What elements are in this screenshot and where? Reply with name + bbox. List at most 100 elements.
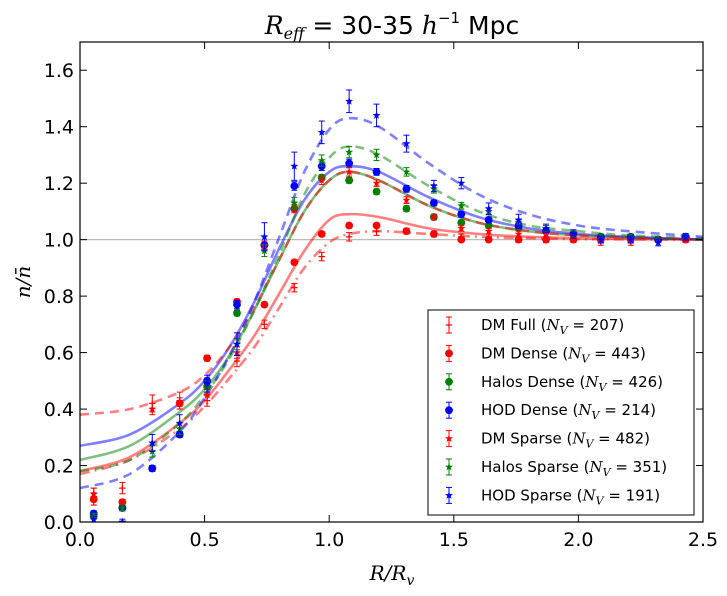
data-point xyxy=(345,147,354,156)
x-axis-label: R/Rv xyxy=(369,561,415,589)
data-point xyxy=(261,321,268,328)
data-point xyxy=(429,181,438,190)
x-tick-label: 2.5 xyxy=(688,529,718,551)
series-star xyxy=(89,89,690,522)
y-tick-label: 1.0 xyxy=(44,230,74,252)
data-point xyxy=(290,258,299,267)
data-point xyxy=(175,399,184,407)
y-tick-label: 0.2 xyxy=(44,456,74,478)
data-point xyxy=(372,150,381,159)
x-tick-label: 1.0 xyxy=(314,529,344,551)
data-point xyxy=(233,300,241,309)
data-points xyxy=(89,89,690,522)
data-point xyxy=(457,210,466,219)
legend-marker xyxy=(445,491,453,499)
data-point xyxy=(203,354,211,363)
chart-title: Reff = 30-35 h−1 Mpc xyxy=(264,9,519,43)
data-point xyxy=(317,128,326,136)
data-point xyxy=(429,212,438,221)
data-point xyxy=(203,390,212,399)
data-point xyxy=(175,419,184,427)
data-point xyxy=(119,484,126,492)
data-point xyxy=(345,233,353,241)
data-point xyxy=(233,339,241,348)
data-point xyxy=(203,379,212,387)
y-tick-label: 0.0 xyxy=(44,512,74,534)
data-point xyxy=(596,235,605,243)
data-point xyxy=(118,517,127,522)
legend-label: DM Sparse (NV = 482) xyxy=(481,430,650,451)
x-tick-label: 0.0 xyxy=(65,529,95,551)
legend-marker xyxy=(445,434,453,442)
legend-label: Halos Dense (NV = 426) xyxy=(481,373,663,394)
legend-label: Halos Sparse (NV = 351) xyxy=(481,458,667,479)
data-point xyxy=(681,232,690,241)
data-point xyxy=(372,111,381,119)
data-point xyxy=(402,167,411,176)
data-point xyxy=(484,204,493,212)
data-point xyxy=(514,229,523,238)
data-point xyxy=(318,253,325,260)
data-point xyxy=(148,438,157,447)
data-point xyxy=(372,187,381,196)
data-point xyxy=(260,300,269,309)
data-point xyxy=(402,204,411,213)
data-point xyxy=(626,235,635,243)
data-point xyxy=(148,404,157,413)
data-point xyxy=(542,224,550,232)
data-point xyxy=(290,182,299,190)
y-tick-label: 0.6 xyxy=(44,343,74,365)
legend-marker xyxy=(445,406,453,415)
data-point xyxy=(569,229,578,238)
data-point xyxy=(457,179,466,187)
legend-marker xyxy=(445,462,453,471)
legend-label: DM Full (NV = 207) xyxy=(481,316,624,337)
data-point xyxy=(290,198,299,207)
data-point xyxy=(484,235,493,244)
legend-marker xyxy=(445,377,453,386)
x-tick-label: 0.5 xyxy=(189,529,219,551)
data-point xyxy=(542,229,550,238)
y-tick-label: 1.4 xyxy=(44,117,74,139)
y-tick-label: 1.2 xyxy=(44,173,74,195)
data-point xyxy=(429,199,438,207)
legend-marker xyxy=(445,321,453,329)
data-point xyxy=(372,167,381,176)
data-point xyxy=(457,201,466,210)
data-point xyxy=(345,159,354,168)
data-point xyxy=(345,221,354,230)
data-point xyxy=(402,184,411,193)
data-point xyxy=(345,97,354,105)
data-point xyxy=(317,230,326,238)
data-point xyxy=(484,227,493,235)
data-point xyxy=(290,162,299,170)
data-point xyxy=(317,176,326,184)
data-point xyxy=(484,215,493,224)
data-point xyxy=(345,176,354,185)
data-point xyxy=(457,235,466,244)
y-axis-label: n/n̄ xyxy=(11,266,35,299)
data-point xyxy=(89,515,98,522)
data-point xyxy=(654,238,663,246)
x-tick-label: 2.0 xyxy=(563,529,593,551)
data-point xyxy=(402,139,411,147)
x-tick-label: 1.5 xyxy=(439,529,469,551)
data-point xyxy=(148,464,157,473)
data-point xyxy=(372,221,381,230)
axis-ticks: 0.0 0.5 1.0 1.5 2.0 2.5 0.0 0.2 0.4 0.6 0.8 1.0 1.2 1… xyxy=(44,42,718,551)
data-point xyxy=(457,224,466,232)
data-point xyxy=(291,284,298,291)
legend: DM Full (NV = 207) DM Dense (NV = 443) Hal… xyxy=(427,309,695,516)
y-tick-label: 1.6 xyxy=(44,60,74,82)
data-point xyxy=(514,215,523,224)
data-point xyxy=(118,503,127,512)
data-point xyxy=(260,232,269,241)
data-point xyxy=(429,230,438,238)
data-point xyxy=(402,195,411,204)
legend-marker xyxy=(445,349,453,358)
legend-box xyxy=(427,309,695,516)
legend-label: HOD Sparse (NV = 191) xyxy=(481,486,660,507)
data-point xyxy=(118,498,127,506)
y-tick-label: 0.4 xyxy=(44,399,74,421)
